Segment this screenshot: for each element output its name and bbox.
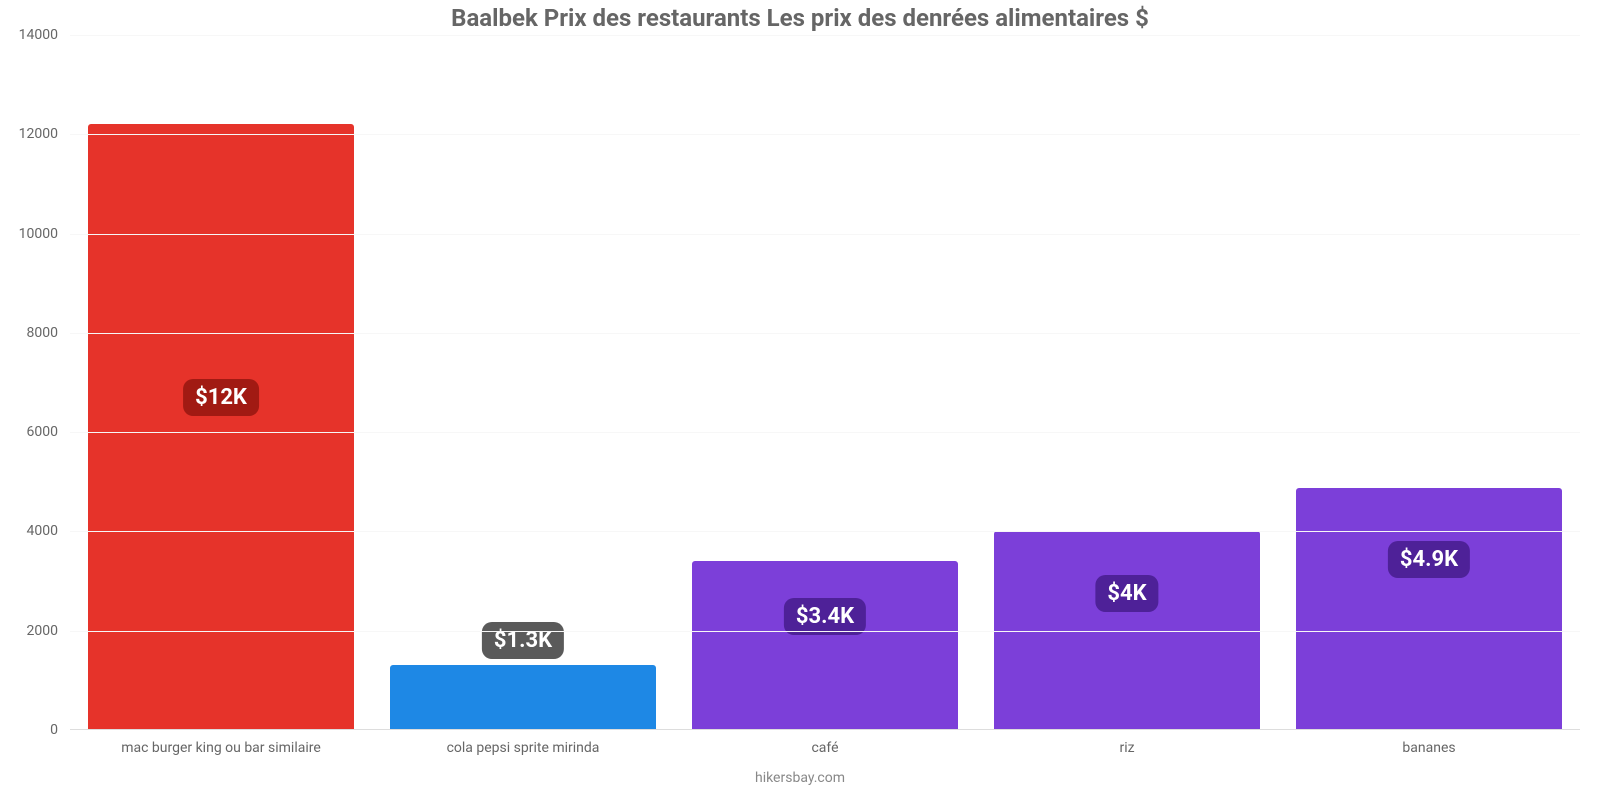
bar-value-label: $1.3K xyxy=(482,622,564,659)
chart-title: Baalbek Prix des restaurants Les prix de… xyxy=(0,4,1600,32)
bar-value-label: $12K xyxy=(183,379,259,416)
x-tick-label: bananes xyxy=(1402,730,1455,756)
grid-line xyxy=(70,134,1580,135)
bar-slot: $12Kmac burger king ou bar similaire xyxy=(70,35,372,730)
bar: $12K xyxy=(88,124,354,730)
grid-line xyxy=(70,35,1580,36)
grid-line xyxy=(70,333,1580,334)
x-tick-label: cola pepsi sprite mirinda xyxy=(447,730,600,756)
y-tick-label: 14000 xyxy=(19,27,70,43)
y-tick-label: 4000 xyxy=(27,523,70,539)
bar: $3.4K xyxy=(692,561,958,730)
bar: $4.9K xyxy=(1296,488,1562,730)
grid-line xyxy=(70,432,1580,433)
source-attribution: hikersbay.com xyxy=(0,770,1600,786)
y-tick-label: 8000 xyxy=(27,325,70,341)
bar-value-label: $4.9K xyxy=(1388,541,1470,578)
grid-line xyxy=(70,234,1580,235)
y-tick-label: 12000 xyxy=(19,126,70,142)
y-tick-label: 6000 xyxy=(27,424,70,440)
y-tick-label: 2000 xyxy=(27,623,70,639)
chart-container: Baalbek Prix des restaurants Les prix de… xyxy=(0,0,1600,800)
x-tick-label: riz xyxy=(1119,730,1134,756)
bar-slot: $3.4Kcafé xyxy=(674,35,976,730)
bar: $1.3K xyxy=(390,665,656,730)
y-tick-label: 0 xyxy=(50,722,70,738)
x-tick-label: mac burger king ou bar similaire xyxy=(121,730,321,756)
plot-area: $12Kmac burger king ou bar similaire$1.3… xyxy=(70,35,1580,730)
bar-value-label: $4K xyxy=(1095,575,1158,612)
bar-slot: $4.9Kbananes xyxy=(1278,35,1580,730)
grid-line xyxy=(70,531,1580,532)
bar-slot: $1.3Kcola pepsi sprite mirinda xyxy=(372,35,674,730)
bars-group: $12Kmac burger king ou bar similaire$1.3… xyxy=(70,35,1580,730)
y-tick-label: 10000 xyxy=(19,226,70,242)
bar-slot: $4Kriz xyxy=(976,35,1278,730)
x-tick-label: café xyxy=(811,730,838,756)
x-axis-baseline xyxy=(70,729,1580,730)
grid-line xyxy=(70,631,1580,632)
